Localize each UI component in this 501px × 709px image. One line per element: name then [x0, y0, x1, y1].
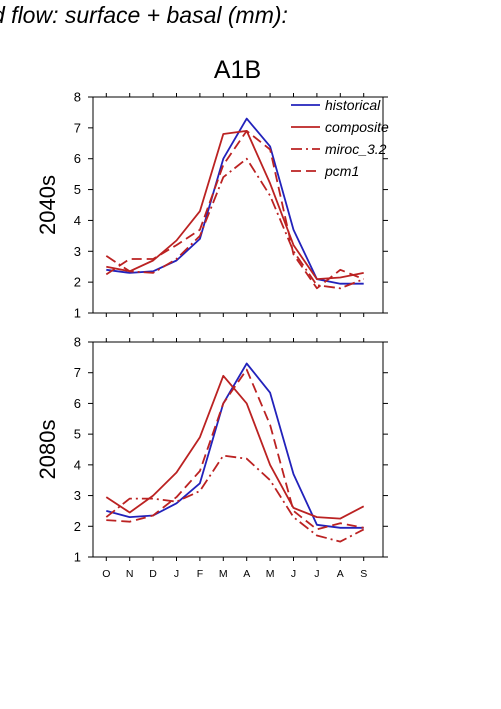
scenario-title: A1B [213, 56, 262, 84]
x-tick-label: A [337, 568, 344, 580]
plot-frame [92, 341, 384, 558]
x-tick-label: F [197, 568, 203, 580]
panel-label: 2080s [35, 420, 60, 480]
page-title: d flow: surface + basal (mm): [0, 2, 288, 28]
y-tick-label: 7 [74, 365, 81, 380]
y-tick-label: 3 [74, 488, 81, 503]
x-tick-label: M [219, 568, 228, 580]
x-tick-label: S [360, 568, 367, 580]
x-tick-label: J [291, 568, 296, 580]
y-tick-label: 4 [74, 213, 81, 228]
x-tick-label: A [243, 568, 250, 580]
series-line-composite [105, 374, 365, 520]
y-tick-label: 2 [74, 275, 81, 290]
x-tick-label: J [174, 568, 179, 580]
legend-label: miroc_3.2 [325, 141, 387, 157]
series-line-miroc-3-2 [105, 157, 365, 290]
y-tick-label: 4 [74, 457, 81, 472]
series-line-historical [106, 362, 364, 529]
y-tick-label: 8 [74, 335, 81, 350]
series-line-historical [106, 117, 364, 285]
y-tick-label: 7 [74, 120, 81, 135]
y-tick-label: 3 [74, 244, 81, 259]
series-line-pcm1 [105, 129, 365, 290]
x-tick-label: M [266, 568, 275, 580]
plot-frame [92, 96, 384, 314]
y-tick-label: 8 [74, 90, 81, 105]
x-tick-label: J [314, 568, 319, 580]
y-tick-label: 5 [74, 182, 81, 197]
chart-panel-2080s: 1 2 3 4 5 6 7 8 O N D J F M A M J J A S 2080s [35, 335, 388, 580]
y-tick-label: 1 [74, 550, 81, 565]
x-tick-label: N [126, 568, 134, 580]
y-tick-label: 6 [74, 151, 81, 166]
legend: historical composite miroc_3.2 pcm1 [291, 97, 389, 179]
x-tick-label: D [149, 568, 157, 580]
legend-label: historical [325, 97, 381, 113]
legend-label: composite [325, 119, 389, 135]
panel-label: 2040s [35, 175, 60, 235]
y-tick-label: 5 [74, 427, 81, 442]
y-tick-label: 2 [74, 519, 81, 534]
legend-label: pcm1 [324, 163, 359, 179]
y-tick-label: 1 [74, 306, 81, 321]
x-tick-label: O [102, 568, 110, 580]
series-line-miroc-3-2 [105, 454, 365, 543]
series-line-pcm1 [106, 368, 364, 531]
series-line-composite [106, 129, 364, 281]
y-tick-label: 6 [74, 396, 81, 411]
chart-panel-2040s: 1 2 3 4 5 6 7 8 2040s historical composite miroc_3.… [35, 90, 389, 321]
